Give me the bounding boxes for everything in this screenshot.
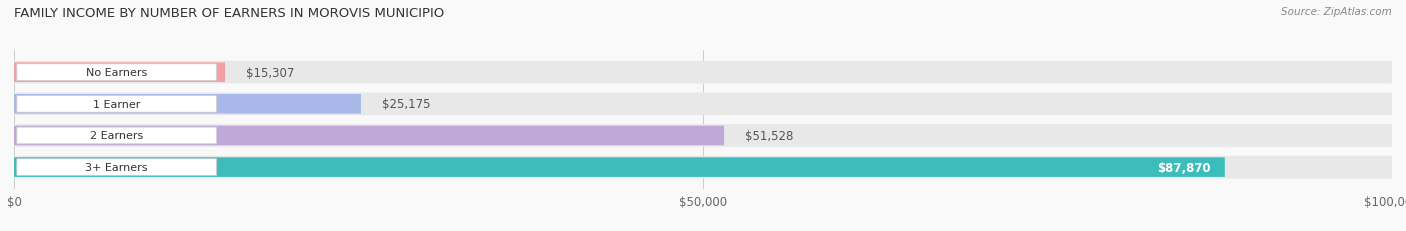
FancyBboxPatch shape xyxy=(17,128,217,144)
FancyBboxPatch shape xyxy=(14,125,1392,147)
Text: $15,307: $15,307 xyxy=(246,66,294,79)
Text: 1 Earner: 1 Earner xyxy=(93,99,141,109)
Text: $25,175: $25,175 xyxy=(381,98,430,111)
Text: Source: ZipAtlas.com: Source: ZipAtlas.com xyxy=(1281,7,1392,17)
FancyBboxPatch shape xyxy=(14,158,1225,177)
Text: 2 Earners: 2 Earners xyxy=(90,131,143,141)
FancyBboxPatch shape xyxy=(17,159,217,176)
Text: 3+ Earners: 3+ Earners xyxy=(86,162,148,172)
FancyBboxPatch shape xyxy=(17,96,217,113)
FancyBboxPatch shape xyxy=(14,95,361,114)
FancyBboxPatch shape xyxy=(14,61,1392,84)
Text: $51,528: $51,528 xyxy=(745,129,793,142)
FancyBboxPatch shape xyxy=(14,126,724,146)
FancyBboxPatch shape xyxy=(14,156,1392,179)
Text: FAMILY INCOME BY NUMBER OF EARNERS IN MOROVIS MUNICIPIO: FAMILY INCOME BY NUMBER OF EARNERS IN MO… xyxy=(14,7,444,20)
Text: No Earners: No Earners xyxy=(86,68,148,78)
FancyBboxPatch shape xyxy=(14,63,225,83)
FancyBboxPatch shape xyxy=(14,93,1392,116)
Text: $87,870: $87,870 xyxy=(1157,161,1211,174)
FancyBboxPatch shape xyxy=(17,65,217,81)
